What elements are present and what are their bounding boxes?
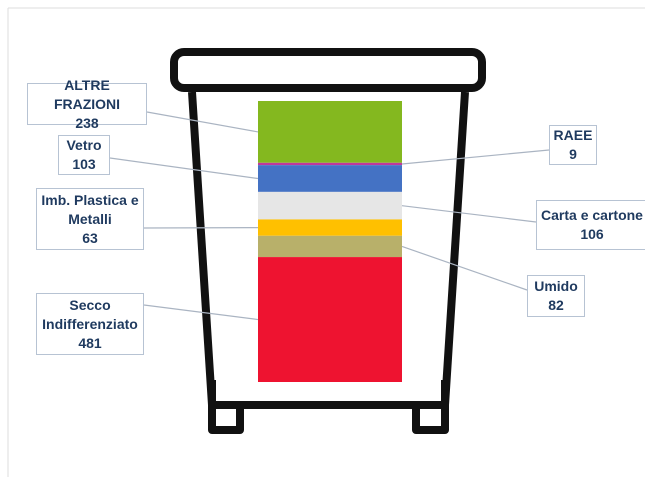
segment <box>258 235 402 258</box>
label-box: Umido 82 <box>527 275 585 317</box>
label-box: Imb. Plastica e Metalli 63 <box>36 188 144 250</box>
leader-line <box>401 149 550 165</box>
category-name: Carta e cartone <box>541 207 643 223</box>
bin-feet <box>208 380 449 434</box>
label-box: Carta e cartone 106 <box>536 200 645 250</box>
bin-body <box>188 91 469 409</box>
value-label: 9 <box>569 146 577 162</box>
value-label: 238 <box>75 114 99 131</box>
leader-line <box>109 157 259 180</box>
leader-line <box>146 111 259 133</box>
label-box: Vetro 103 <box>58 135 110 175</box>
value-label: 103 <box>72 156 96 172</box>
value-label: 481 <box>78 334 102 351</box>
segment <box>258 101 402 163</box>
leader-line <box>401 205 537 223</box>
category-name: Secco Indifferenziato <box>42 296 138 332</box>
bin-lid <box>170 48 486 92</box>
label-box: ALTRE FRAZIONI 238 <box>27 77 147 131</box>
segment <box>258 219 402 236</box>
segment <box>258 165 402 192</box>
value-label: 63 <box>82 229 98 246</box>
leader-line <box>143 304 259 321</box>
category-name: Imb. Plastica e Metalli <box>41 191 139 227</box>
segment <box>258 162 402 166</box>
value-label: 82 <box>548 297 564 313</box>
leader-line <box>401 245 528 291</box>
category-name: RAEE <box>553 127 593 143</box>
segment <box>258 257 402 382</box>
segment <box>258 191 402 220</box>
label-box: RAEE 9 <box>549 125 597 165</box>
category-name: Umido <box>534 278 578 294</box>
value-label: 106 <box>580 226 604 242</box>
category-name: ALTRE FRAZIONI <box>53 76 121 112</box>
label-box: Secco Indifferenziato 481 <box>36 293 144 355</box>
category-name: Vetro <box>66 137 102 153</box>
